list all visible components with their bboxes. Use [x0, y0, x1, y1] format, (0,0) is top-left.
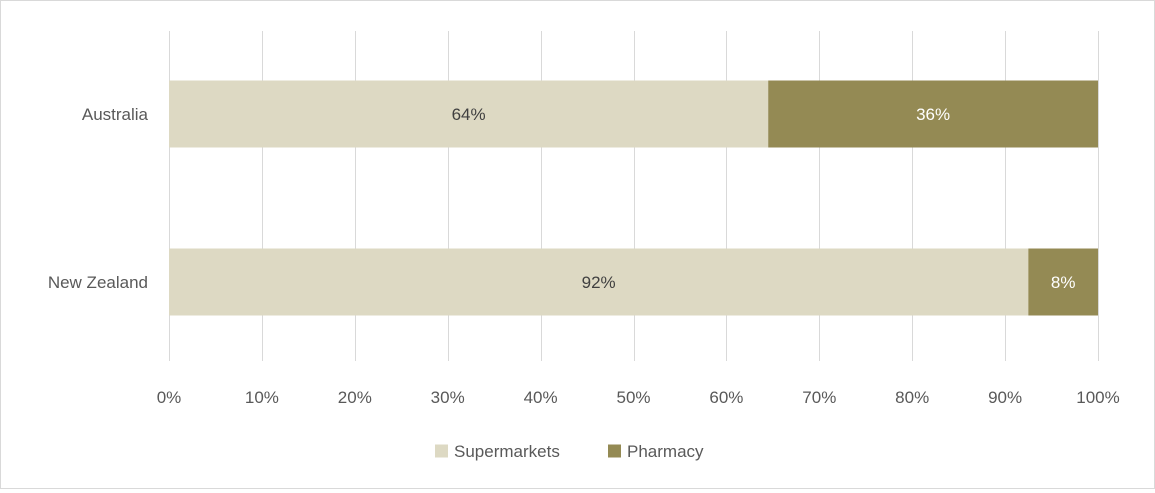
data-label-pharmacy-new-zealand: 8%: [1051, 273, 1076, 292]
x-tick-label-10: 100%: [1076, 388, 1119, 407]
category-label-australia: Australia: [82, 105, 149, 124]
legend-swatch-pharmacy: [608, 444, 621, 458]
legend-swatch-supermarkets: [435, 444, 448, 458]
bar-supermarkets-australia: [169, 80, 769, 148]
x-tick-label-1: 10%: [245, 388, 279, 407]
data-label-pharmacy-australia: 36%: [916, 105, 950, 124]
legend-label-pharmacy: Pharmacy: [627, 442, 704, 461]
x-tick-label-4: 40%: [524, 388, 558, 407]
legend: Supermarkets Pharmacy: [435, 442, 704, 461]
bar-supermarkets-new-zealand: [169, 248, 1029, 316]
bar-pharmacy-australia: [768, 80, 1098, 148]
x-tick-label-0: 0%: [157, 388, 182, 407]
bars: [169, 80, 1098, 316]
data-label-supermarkets-new-zealand: 92%: [582, 273, 616, 292]
legend-label-supermarkets: Supermarkets: [454, 442, 560, 461]
x-tick-label-8: 80%: [895, 388, 929, 407]
x-tick-label-7: 70%: [802, 388, 836, 407]
legend-item-pharmacy: Pharmacy: [608, 442, 704, 461]
x-tick-label-5: 50%: [616, 388, 650, 407]
data-labels: 64% 36% 92% 8%: [452, 105, 1076, 292]
legend-item-supermarkets: Supermarkets: [435, 442, 560, 461]
category-labels: Australia New Zealand: [48, 105, 149, 292]
x-tick-labels: 0% 10% 20% 30% 40% 50% 60% 70% 80% 90% 100%: [157, 388, 1120, 407]
x-tick-label-6: 60%: [709, 388, 743, 407]
data-label-supermarkets-australia: 64%: [452, 105, 486, 124]
x-tick-label-9: 90%: [988, 388, 1022, 407]
x-tick-label-3: 30%: [431, 388, 465, 407]
category-label-new-zealand: New Zealand: [48, 273, 148, 292]
x-tick-label-2: 20%: [338, 388, 372, 407]
bar-pharmacy-new-zealand: [1028, 248, 1098, 316]
